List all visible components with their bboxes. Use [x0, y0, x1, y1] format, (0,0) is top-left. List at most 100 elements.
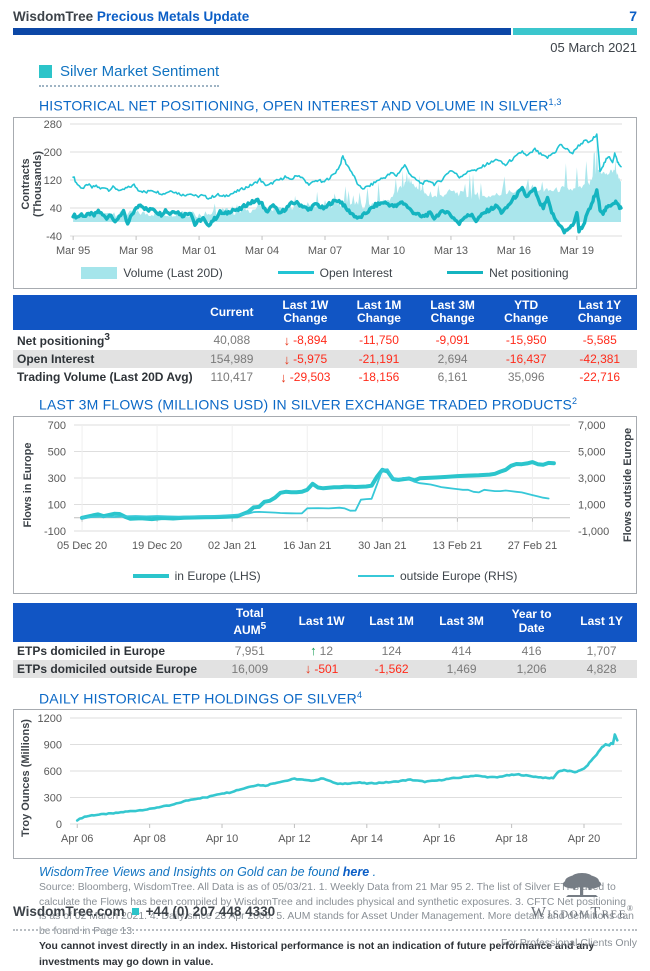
open-interest-line-swatch-icon: [277, 271, 314, 274]
y-tick-label: 40: [50, 203, 62, 215]
here-link[interactable]: here: [342, 865, 370, 880]
header-cell-last-3m: Last 3M Change: [430, 297, 475, 326]
legend-label-in-europe: in Europe (LHS): [174, 568, 261, 583]
footer-rule: [13, 929, 637, 931]
y2-tick-label: 5,000: [578, 446, 606, 458]
legend-label-net-positioning: Net positioning: [489, 265, 569, 280]
x-tick-label: Apr 06: [61, 833, 93, 845]
x-tick-label: Apr 14: [351, 833, 383, 845]
table-row-etps-in-europe: ETPs domiciled in Europe 7,951 ↑ 12 124 4…: [17, 643, 617, 658]
in-europe-line-swatch-icon: [132, 573, 169, 578]
x-tick-label: 05 Dec 20: [57, 540, 107, 552]
tree-icon: [562, 872, 601, 897]
series-line-Net positioning: [71, 185, 623, 235]
contact-line: WisdomTree.com +44 (0) 207 448 4330: [13, 904, 275, 921]
x-tick-label: 02 Jan 21: [208, 540, 256, 552]
table-row-trading-volume: Trading Volume (Last 20D Avg) 110,417 ↓ -…: [17, 369, 621, 385]
x-tick-label: Mar 16: [497, 245, 531, 257]
header-cell-last-1m: Last 1M: [369, 614, 414, 629]
y-tick-label: 300: [44, 793, 62, 805]
page-footer: WisdomTree.com +44 (0) 207 448 4330 Wisd…: [13, 870, 637, 921]
y-tick-label: 0: [56, 819, 62, 831]
table-header-row: Total AUM5 Last 1W Last 1M Last 3M Year t…: [13, 602, 637, 642]
x-tick-label: Mar 98: [119, 245, 153, 257]
header-rule-teal-segment: [513, 28, 637, 35]
header-cell-year-to-date: Year to Date: [511, 607, 552, 636]
trend-arrow-icon: ↓: [283, 332, 291, 348]
chart2-title-footnote-ref: 2: [572, 396, 578, 407]
y-tick-label: 500: [48, 446, 66, 458]
x-tick-label: Mar 07: [308, 245, 342, 257]
x-tick-label: Apr 12: [278, 833, 310, 845]
wisdomtree-logo: WisdomTree®: [531, 870, 637, 921]
teal-square-bullet-icon: [131, 908, 139, 915]
chart-svg: -40 40 120 200 280 Mar 95 Mar 98 Mar 01 Mar 04 Ma…: [44, 119, 623, 257]
chart1-legend: Volume (Last 20D) Open Interest Net posi…: [14, 265, 636, 285]
y2-tick-label: 7,000: [578, 420, 606, 432]
clients-only-tagline: For Professional Clients Only: [501, 937, 637, 949]
legend-entry-volume: Volume (Last 20D): [81, 265, 223, 280]
chart3-plot-area: 0 300 600 900 1200 Apr 06 Apr 08 Apr 10 Apr 12 Ap…: [14, 710, 636, 857]
trend-arrow-icon: ↓: [304, 661, 312, 676]
chart2-title: LAST 3M FLOWS (MILLIONS USD) IN SILVER E…: [39, 396, 578, 413]
header-cell-last-3m: Last 3M: [439, 614, 484, 629]
y-tick-label: 120: [44, 175, 62, 187]
outside-europe-line-swatch-icon: [357, 574, 394, 578]
section-title: Silver Market Sentiment: [60, 63, 220, 80]
series-line-ETP holdings: [75, 733, 619, 822]
header-cell-total-aum: Total AUM5: [233, 605, 267, 637]
document-subtitle: Precious Metals Update: [96, 9, 250, 24]
y-tick-label: 280: [44, 119, 62, 131]
chart3-y-axis-title: Troy Ounces (Millions): [20, 719, 32, 838]
table-header-row: Current Last 1W Change Last 1M Change Last…: [13, 294, 637, 331]
chart3-title-footnote-ref: 4: [356, 689, 363, 700]
chart-net-positioning-box: Contracts (Thousands) -40 40 120 200 280 Mar …: [13, 116, 637, 289]
chart3-title: DAILY HISTORICAL ETP HOLDINGS OF SILVER4: [39, 689, 363, 707]
header-cell-current: Current: [210, 304, 254, 319]
chart1-y-axis-title: Contracts (Thousands): [20, 150, 44, 217]
legend-label-outside-europe: outside Europe (RHS): [399, 568, 518, 583]
volume-area-swatch-icon: [81, 266, 118, 279]
series-line-Open Interest: [72, 132, 622, 200]
x-tick-label: Mar 04: [245, 245, 279, 257]
table-row-open-interest: Open Interest 154,989 ↓ -5,975 -21,191 2,…: [13, 350, 637, 369]
brand-name: WisdomTree: [13, 9, 94, 24]
y-tick-label: 300: [48, 473, 66, 485]
x-tick-label: Apr 16: [423, 833, 455, 845]
chart2-legend: in Europe (LHS) outside Europe (RHS): [14, 568, 636, 588]
website-text: WisdomTree.com: [13, 904, 125, 919]
chart-svg: -100 100 300 500 700 -1,000 1,000 3,000 5,000 7,0…: [44, 420, 609, 552]
header-cell-last-1y: Last 1Y: [580, 614, 623, 629]
trend-arrow-icon: ↓: [283, 351, 291, 367]
teal-square-bullet-icon: [39, 65, 52, 78]
chart1-plot-area: -40 40 120 200 280 Mar 95 Mar 98 Mar 01 Mar 04 Ma…: [14, 118, 636, 265]
phone-number: +44 (0) 207 448 4330: [145, 904, 276, 919]
chart-holdings-box: Troy Ounces (Millions) 0 300 600 900 1200 Apr…: [13, 709, 637, 860]
y-tick-label: 600: [44, 766, 62, 778]
y2-tick-label: 3,000: [578, 473, 606, 485]
header-cell-last-1w: Last 1W Change: [282, 297, 329, 326]
header-cell-last-1y: Last 1Y Change: [577, 297, 622, 326]
series-area-Volume (Last 20D): [73, 142, 622, 222]
legend-label-volume: Volume (Last 20D): [123, 265, 223, 280]
x-tick-label: Apr 08: [133, 833, 165, 845]
header-rule-blue-segment: [13, 28, 511, 35]
page-header: WisdomTree Precious Metals Update 7: [13, 8, 637, 24]
x-tick-label: Apr 10: [206, 833, 238, 845]
legend-label-open-interest: Open Interest: [319, 265, 393, 280]
chart-flows-box: Flows in Europe Flows outside Europe -10…: [13, 415, 637, 594]
source-note: Source: Bloomberg, WisdomTree. All Data …: [39, 882, 634, 937]
chart2-plot-area: -100 100 300 500 700 -1,000 1,000 3,000 5,000 7,0…: [14, 417, 636, 568]
page-number: 7: [629, 8, 637, 24]
y-tick-label: 900: [44, 740, 62, 752]
trend-arrow-icon: ↑: [310, 643, 317, 658]
table-row-net-positioning: Net positioning3 40,088 ↓ -8,894 -11,750 …: [17, 332, 617, 349]
x-tick-label: Mar 10: [371, 245, 405, 257]
y-tick-label: 700: [48, 420, 66, 432]
insights-text: WisdomTree Views and Insights on Gold ca…: [39, 865, 340, 880]
report-date: 05 March 2021: [550, 40, 637, 55]
logo-wordmark: WisdomTree®: [530, 903, 633, 921]
series-line-in Europe (LHS): [80, 460, 556, 522]
insights-line: WisdomTree Views and Insights on Gold ca…: [39, 865, 637, 879]
net-positioning-table: Current Last 1W Change Last 1M Change Last…: [13, 294, 637, 387]
